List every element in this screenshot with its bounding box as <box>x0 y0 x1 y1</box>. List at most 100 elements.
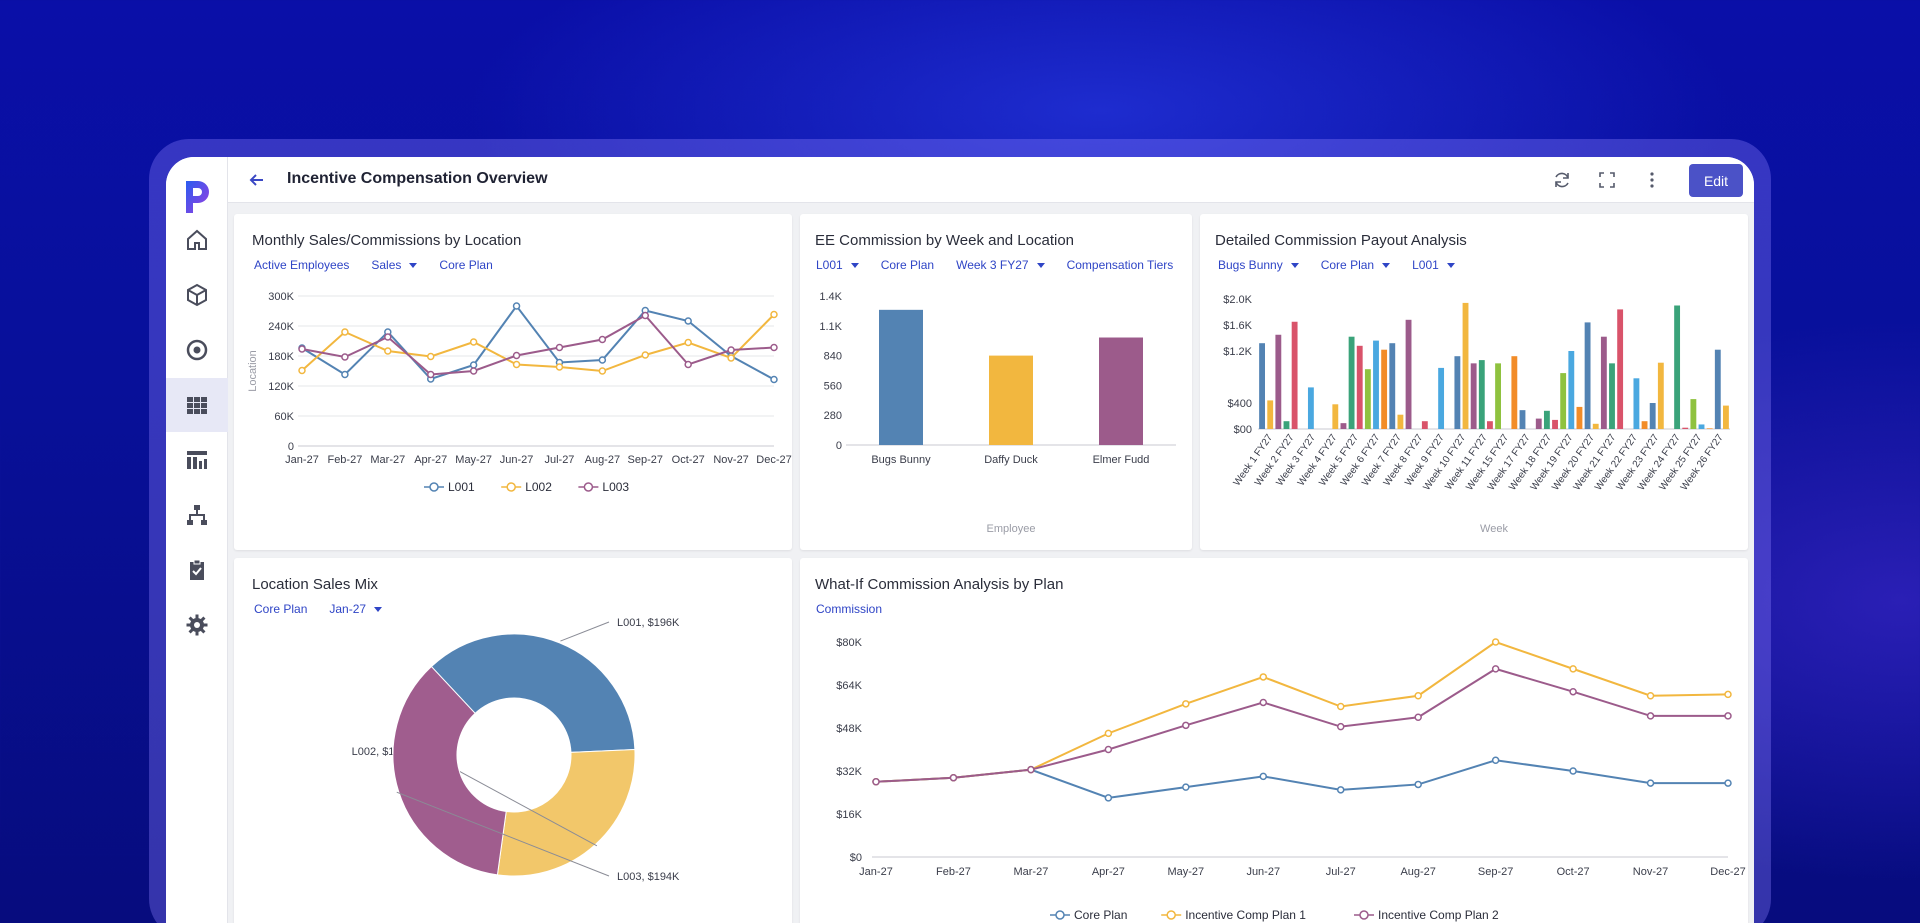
nav-settings[interactable] <box>166 598 228 652</box>
x-tick-label: Oct-27 <box>1557 866 1590 878</box>
filter-sales[interactable]: Sales <box>371 258 418 272</box>
data-point <box>684 317 692 325</box>
nav-grid[interactable] <box>166 378 228 432</box>
y-tick-label: 0 <box>288 441 294 453</box>
series-line-l001 <box>301 304 775 381</box>
x-tick-label: Nov-27 <box>713 454 748 466</box>
filter-l001[interactable]: L001 <box>1412 258 1455 272</box>
data-point <box>1646 692 1655 700</box>
filter-label: Active Employees <box>254 258 350 272</box>
data-point <box>598 335 607 344</box>
payout-bar <box>1568 351 1575 429</box>
x-tick-label: Jan-27 <box>859 866 893 878</box>
payout-bar <box>1259 343 1265 429</box>
legend-item: L001 <box>424 480 475 494</box>
sidebar <box>166 157 228 923</box>
fullscreen-button[interactable] <box>1596 169 1618 191</box>
payout-bar <box>1275 334 1282 429</box>
payout-bar <box>1332 404 1339 429</box>
edit-button[interactable]: Edit <box>1689 164 1743 197</box>
data-point <box>469 338 478 346</box>
home-icon <box>187 229 207 250</box>
y-tick-label: 1.4K <box>819 291 842 303</box>
card-title: Location Sales Mix <box>252 576 378 593</box>
cube-icon <box>187 283 207 307</box>
payout-bar <box>1600 336 1607 429</box>
nav-models[interactable] <box>166 268 228 322</box>
filter-l001[interactable]: L001 <box>816 258 859 272</box>
bar-elmer-fudd <box>1099 337 1143 445</box>
x-tick-label: Dec-27 <box>1710 866 1745 878</box>
arrow-left-icon <box>249 174 263 186</box>
payout-bar <box>1674 305 1681 429</box>
refresh-button[interactable] <box>1551 169 1573 191</box>
payout-bar <box>1307 387 1314 429</box>
page-title: Incentive Compensation Overview <box>287 170 548 187</box>
x-tick-label: Feb-27 <box>327 454 362 466</box>
filter-core-plan[interactable]: Core Plan <box>1321 258 1391 272</box>
nav-hierarchy[interactable] <box>166 488 228 542</box>
card-title: What-If Commission Analysis by Plan <box>815 576 1064 593</box>
data-point <box>872 778 880 786</box>
nav-home[interactable] <box>166 213 228 267</box>
payout-bar <box>1373 340 1379 429</box>
payout-bar <box>1543 410 1550 429</box>
filter-bar: Commission <box>816 602 904 616</box>
bar-bugs-bunny <box>879 309 923 445</box>
data-point <box>770 375 778 384</box>
x-tick-label: Sep-27 <box>1478 866 1513 878</box>
payout-bar <box>1438 367 1445 429</box>
data-point <box>1027 765 1035 774</box>
data-point <box>1569 665 1577 673</box>
filter-label: Week 3 FY27 <box>956 258 1029 272</box>
filter-bugs-bunny[interactable]: Bugs Bunny <box>1218 258 1299 272</box>
x-tick-label: Aug-27 <box>585 454 620 466</box>
payout-bar <box>1641 421 1648 429</box>
filter-core-plan[interactable]: Core Plan <box>881 258 934 272</box>
payout-bar <box>1714 349 1721 429</box>
x-tick-label: Jun-27 <box>500 454 534 466</box>
filter-jan-27[interactable]: Jan-27 <box>329 602 383 616</box>
payout-bar <box>1397 414 1404 429</box>
x-tick-label: Mar-27 <box>370 454 405 466</box>
filter-core-plan[interactable]: Core Plan <box>439 258 492 272</box>
refresh-icon <box>1555 172 1569 188</box>
nav-targets[interactable] <box>166 323 228 377</box>
y-tick-label: $32K <box>836 766 862 778</box>
filter-active-employees[interactable]: Active Employees <box>254 258 349 272</box>
legend-marker <box>1166 910 1176 920</box>
y-tick-label: $1.6K <box>1223 320 1252 332</box>
payout-bar <box>1470 363 1477 429</box>
payout-bar <box>1690 399 1697 429</box>
filter-commission[interactable]: Commission <box>816 602 882 616</box>
nav-dashboards[interactable] <box>166 433 228 487</box>
data-point <box>1569 687 1577 696</box>
series-line-incentive-comp-plan-1 <box>875 640 1729 783</box>
back-button[interactable] <box>246 169 268 191</box>
caret-down-icon <box>1382 262 1391 268</box>
x-tick-label: Oct-27 <box>672 454 705 466</box>
card-location-sales-mix: Location Sales Mix Core Plan Jan-27 L001,… <box>234 558 792 923</box>
y-tick-label: 1.1K <box>819 321 842 333</box>
legend-label: L002 <box>525 480 552 494</box>
filter-compensation-tiers[interactable]: Compensation Tiers <box>1067 258 1174 272</box>
top-bar: Incentive Compensation Overview Edit <box>228 157 1754 203</box>
filter-label: Commission <box>816 602 883 616</box>
payout-bar <box>1348 336 1355 429</box>
data-point <box>1259 698 1268 707</box>
filter-core-plan[interactable]: Core Plan <box>254 602 307 616</box>
x-tick-label: May-27 <box>455 454 492 466</box>
slice-l001 <box>430 633 636 753</box>
data-point <box>1182 783 1190 791</box>
filter-label: Compensation Tiers <box>1066 258 1174 272</box>
nav-tasks[interactable] <box>166 543 228 597</box>
app-logo[interactable] <box>182 177 212 217</box>
data-point <box>469 361 478 369</box>
caret-down-icon <box>1446 262 1455 268</box>
payout-bar <box>1617 309 1624 429</box>
filter-week-3-fy27[interactable]: Week 3 FY27 <box>956 258 1045 272</box>
y-tick-label: 840 <box>824 351 842 363</box>
data-point <box>1646 712 1655 720</box>
y-axis-label: Location <box>247 350 259 392</box>
more-options-button[interactable] <box>1641 169 1663 191</box>
